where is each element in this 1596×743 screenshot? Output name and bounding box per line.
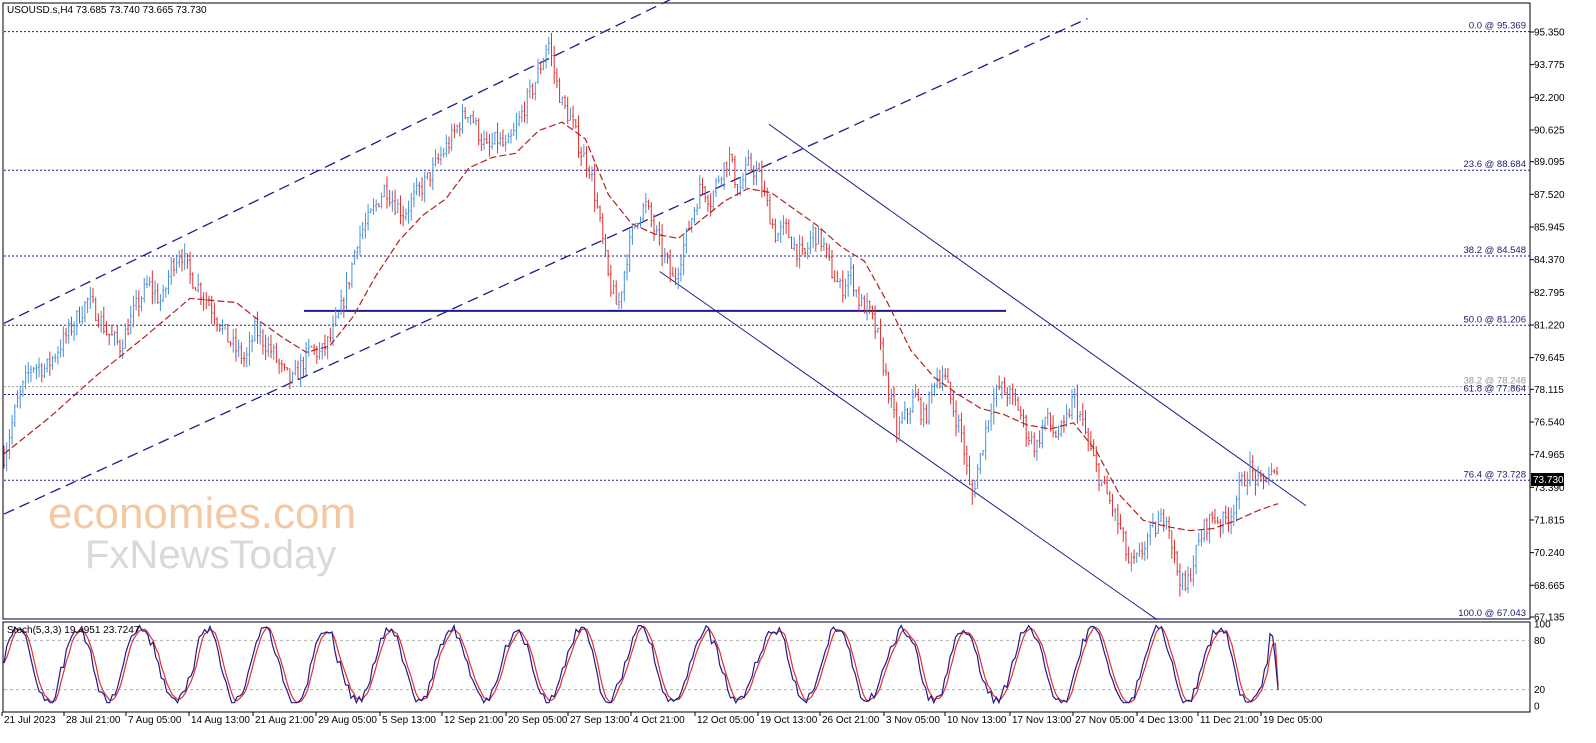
trend-line (659, 271, 1158, 621)
stoch-tick-label: 20 (1534, 685, 1546, 696)
stochastic-oscillator: 100 80 20 0 (3, 620, 1551, 713)
price-tick-label: 68.665 (1534, 581, 1565, 592)
time-tick-label: 21 Jul 2023 (4, 715, 56, 726)
fib-label: 100.0 @ 67.043 (1458, 608, 1526, 619)
trend-line (3, 17, 1088, 515)
time-tick-label: 4 Dec 13:00 (1139, 715, 1193, 726)
main-pane-frame (2, 2, 1531, 620)
current-price-badge-bg (1531, 473, 1564, 486)
current-price-badge: 73.730 (1533, 475, 1564, 486)
fib-label: 50.0 @ 81.206 (1464, 314, 1526, 325)
price-tick-label: 78.115 (1534, 385, 1564, 396)
trend-channels (3, 0, 1307, 621)
time-tick-label: 19 Oct 13:00 (760, 715, 818, 726)
fib-label: 76.4 @ 73.728 (1464, 469, 1526, 480)
price-axis: 95.350 93.775 92.200 90.625 89.095 87.520 85.9… (1530, 28, 1565, 624)
price-tick-label: 93.775 (1534, 60, 1565, 71)
time-tick-label: 14 Aug 13:00 (191, 715, 250, 726)
chart-header: USOUSD.s,H4 73.685 73.740 73.665 73.730 (7, 5, 207, 16)
watermark-fxnewstoday: FxNewsToday (85, 533, 336, 577)
time-axis: 21 Jul 2023 28 Jul 21:00 7 Aug 05:00 14 Aug… (1, 712, 1323, 726)
price-tick-label: 85.945 (1534, 223, 1565, 234)
time-tick-label: 28 Jul 21:00 (66, 715, 121, 726)
ma-line (3, 121, 1279, 532)
fib-label: 0.0 @ 95.369 (1469, 21, 1526, 32)
time-tick-label: 29 Aug 05:00 (318, 715, 377, 726)
price-tick-label: 90.625 (1534, 125, 1565, 136)
time-tick-label: 5 Sep 13:00 (382, 715, 436, 726)
watermark-economies: economies.com (48, 489, 356, 538)
fib-label: 61.8 @ 77.864 (1464, 384, 1526, 395)
stoch-tick-label: 80 (1534, 636, 1546, 647)
time-tick-label: 27 Sep 13:00 (570, 715, 630, 726)
fib-label: 38.2 @ 78.248 (1464, 376, 1526, 387)
candlesticks (3, 32, 1278, 597)
price-tick-label: 74.965 (1534, 450, 1565, 461)
price-tick-label: 76.540 (1534, 418, 1565, 429)
stoch-tick-label: 0 (1534, 702, 1540, 713)
fib-label: 23.6 @ 88.684 (1464, 159, 1526, 170)
time-tick-label: 7 Aug 05:00 (128, 715, 182, 726)
time-tick-label: 4 Oct 21:00 (633, 715, 685, 726)
time-tick-label: 11 Dec 21:00 (1200, 715, 1259, 726)
time-tick-label: 26 Oct 21:00 (822, 715, 880, 726)
time-tick-label: 12 Oct 05:00 (697, 715, 755, 726)
stoch-tick-label: 100 (1534, 620, 1551, 631)
price-tick-label: 81.220 (1534, 320, 1565, 331)
fib-label: 38.2 @ 84.548 (1464, 245, 1526, 256)
time-tick-label: 12 Sep 21:00 (444, 715, 504, 726)
time-tick-label: 17 Nov 13:00 (1012, 715, 1072, 726)
stoch-pane-frame (2, 621, 1531, 713)
time-tick-label: 27 Nov 05:00 (1075, 715, 1135, 726)
price-tick-label: 67.135 (1534, 613, 1565, 624)
time-tick-label: 3 Nov 05:00 (886, 715, 940, 726)
price-tick-label: 79.645 (1534, 353, 1565, 364)
price-tick-label: 95.350 (1534, 28, 1565, 39)
trend-line (768, 123, 1307, 507)
price-tick-label: 92.200 (1534, 93, 1565, 104)
stoch-header: Stoch(5,3,3) 19.4951 23.7247 (7, 625, 140, 636)
price-tick-label: 73.390 (1534, 483, 1565, 494)
fibonacci-levels: 0.0 @ 95.369 23.6 @ 88.684 38.2 @ 84.548 50… (4, 21, 1530, 620)
moving-average (3, 121, 1279, 532)
price-tick-label: 89.095 (1534, 157, 1565, 168)
price-tick-label: 82.795 (1534, 288, 1565, 299)
time-tick-label: 10 Nov 13:00 (947, 715, 1007, 726)
price-tick-label: 70.240 (1534, 548, 1565, 559)
price-tick-label: 87.520 (1534, 190, 1565, 201)
time-tick-label: 19 Dec 05:00 (1263, 715, 1323, 726)
stoch-main-line (3, 623, 1279, 705)
time-tick-label: 20 Sep 05:00 (508, 715, 568, 726)
price-tick-label: 71.815 (1534, 515, 1565, 526)
trend-line (3, 0, 671, 324)
time-tick-label: 21 Aug 21:00 (255, 715, 314, 726)
price-tick-label: 84.370 (1534, 255, 1565, 266)
